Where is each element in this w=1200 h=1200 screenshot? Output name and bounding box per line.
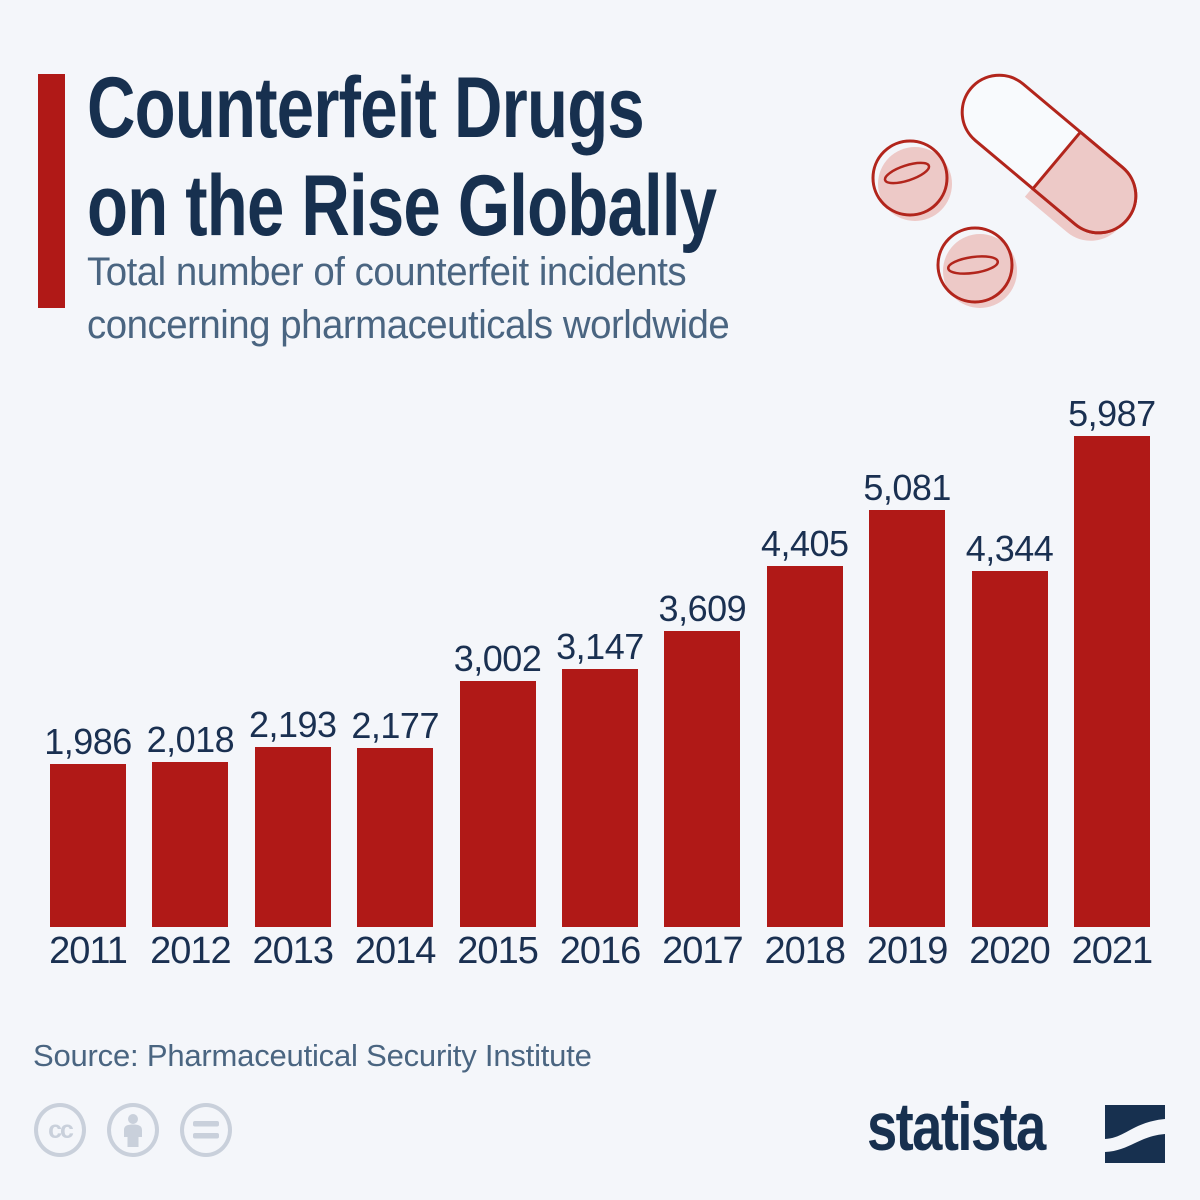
- bar-column: 3,609 2017: [659, 390, 747, 975]
- bar-column: 4,405 2018: [761, 390, 849, 975]
- value-label: 2,177: [351, 705, 439, 746]
- bar-chart: 1,986 2011 2,018 2012 2,193 2013 2,177 2014 3,00…: [44, 390, 1156, 975]
- subtitle-line-2: concerning pharmaceuticals worldwide: [87, 303, 730, 347]
- bar: [561, 669, 638, 927]
- bar-column: 2,193 2013: [249, 390, 337, 975]
- year-label: 2019: [866, 930, 949, 972]
- year-label: 2020: [969, 930, 1051, 972]
- value-label: 1,986: [44, 721, 132, 762]
- bar-column: 2,018 2012: [147, 390, 235, 975]
- value-label: 5,987: [1068, 393, 1156, 434]
- value-label: 3,609: [658, 588, 747, 629]
- title-line-1: Counterfeit Drugs: [87, 60, 645, 156]
- value-label: 2,018: [146, 719, 235, 760]
- bar-column: 5,081 2019: [863, 390, 951, 975]
- bar: [766, 566, 843, 927]
- bar-column: 1,986 2011: [44, 390, 132, 975]
- cc-icon: cc: [34, 1103, 86, 1157]
- year-label: 2014: [354, 930, 437, 972]
- value-label: 4,405: [760, 523, 849, 564]
- year-label: 2013: [252, 930, 335, 972]
- value-label: 5,081: [863, 467, 951, 508]
- pills-illustration: [855, 70, 1155, 330]
- subtitle-line-1: Total number of counterfeit incidents: [87, 250, 687, 294]
- year-label: 2016: [559, 930, 642, 972]
- cc-license-icons: cc: [34, 1103, 232, 1157]
- year-label: 2021: [1071, 930, 1154, 972]
- source-text: Source: Pharmaceutical Security Institut…: [33, 1038, 592, 1073]
- statista-swoosh-icon: [1105, 1105, 1165, 1163]
- year-label: 2018: [764, 930, 846, 972]
- bar: [254, 747, 331, 927]
- page-title: Counterfeit Drugs on the Rise Globally: [87, 59, 717, 255]
- year-label: 2017: [662, 930, 744, 972]
- bar-column: 4,344 2020: [966, 390, 1054, 975]
- title-accent-bar: [38, 74, 65, 308]
- bar: [50, 764, 126, 927]
- statista-wordmark: statista: [867, 1089, 1046, 1165]
- cc-nd-equals-icon: [180, 1103, 232, 1157]
- bar-column: 3,147 2016: [556, 390, 644, 975]
- bar: [971, 571, 1048, 927]
- bar: [459, 681, 536, 927]
- pills-illustration-svg: [871, 73, 1138, 308]
- capsule-icon: [960, 73, 1138, 235]
- title-line-2: on the Rise Globally: [87, 158, 717, 254]
- year-label: 2011: [49, 930, 128, 972]
- page-subtitle: Total number of counterfeit incidents con…: [87, 246, 730, 352]
- bar: [1073, 436, 1150, 927]
- round-pill-icon: [871, 139, 952, 221]
- cc-by-person-icon: [107, 1103, 159, 1157]
- bar-column: 3,002 2015: [454, 390, 542, 975]
- bar-column: 5,987 2021: [1068, 390, 1156, 975]
- statista-logo: statista: [867, 1089, 1165, 1165]
- round-pill-icon: [936, 226, 1017, 308]
- value-label: 2,193: [248, 704, 337, 745]
- year-label: 2012: [150, 930, 232, 972]
- bar: [152, 762, 229, 927]
- bar-column: 2,177 2014: [351, 390, 439, 975]
- bar: [664, 631, 741, 927]
- value-label: 3,147: [556, 626, 644, 667]
- value-label: 4,344: [965, 528, 1054, 569]
- bar: [357, 748, 434, 927]
- value-label: 3,002: [453, 638, 542, 679]
- year-label: 2015: [457, 930, 539, 972]
- bar: [869, 510, 946, 927]
